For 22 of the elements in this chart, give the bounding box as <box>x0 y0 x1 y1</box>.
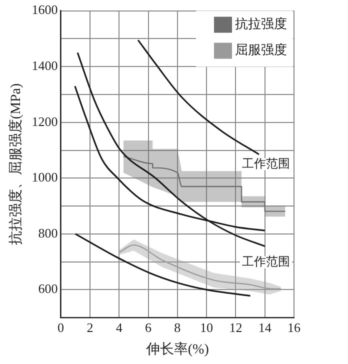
x-tick-label: 12 <box>229 320 242 335</box>
annotation: 工作范围 <box>242 254 290 269</box>
y-tick-label: 600 <box>38 281 58 296</box>
x-tick-label: 10 <box>200 320 214 335</box>
y-tick-label: 1400 <box>32 58 58 74</box>
x-axis-title: 伸长率(%) <box>144 341 210 358</box>
y-tick-label: 1200 <box>32 114 58 129</box>
x-tick-label: 16 <box>288 320 301 335</box>
y-tick-label: 1000 <box>32 170 58 185</box>
x-tick-label: 8 <box>174 320 181 335</box>
legend-label: 抗拉强度 <box>235 16 287 32</box>
y-tick-label: 800 <box>38 225 58 240</box>
annotation: 工作范围 <box>242 156 290 170</box>
line-series <box>137 39 260 156</box>
x-tick-label: 0 <box>58 320 64 335</box>
x-tick-label: 2 <box>86 320 94 335</box>
x-tick-label: 6 <box>145 320 152 335</box>
y-axis-title: 抗拉强度、屈服强度(MPa) <box>8 82 24 246</box>
x-tick-label: 4 <box>116 320 123 335</box>
y-tick-label: 1600 <box>32 2 58 18</box>
legend-label: 屈服强度 <box>235 42 287 58</box>
x-tick-label: 14 <box>258 320 272 335</box>
